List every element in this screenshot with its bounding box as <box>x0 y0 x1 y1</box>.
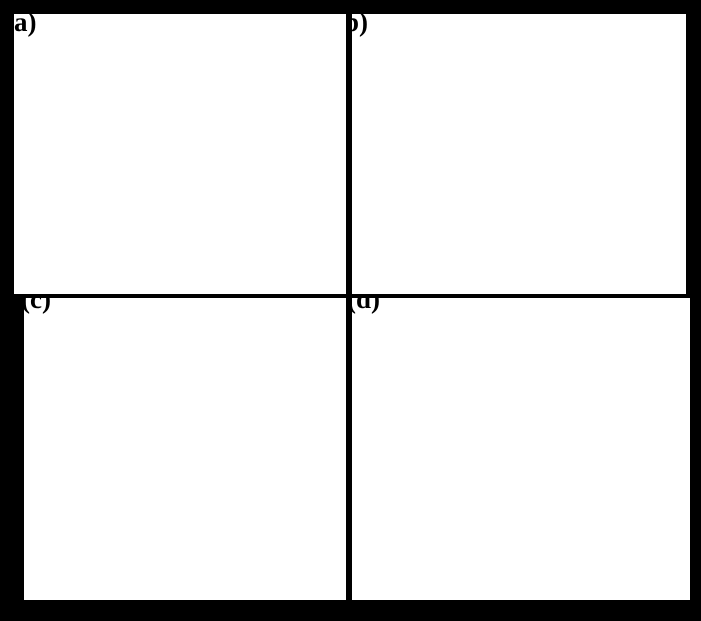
panel-a: (a) <box>14 14 346 294</box>
spectra-chart-a <box>14 14 346 294</box>
panel-d: (d) <box>352 298 690 600</box>
surface-chart-c <box>24 298 346 600</box>
surface-chart-d <box>352 298 690 600</box>
panel-d-label: (d) <box>352 298 380 314</box>
panel-b: (b) <box>352 14 686 294</box>
panel-c: (c) <box>24 298 346 600</box>
spectra-chart-b <box>352 14 686 294</box>
panel-c-label: (c) <box>24 298 51 314</box>
panel-b-label: (b) <box>352 14 368 37</box>
panel-a-label: (a) <box>14 14 37 37</box>
